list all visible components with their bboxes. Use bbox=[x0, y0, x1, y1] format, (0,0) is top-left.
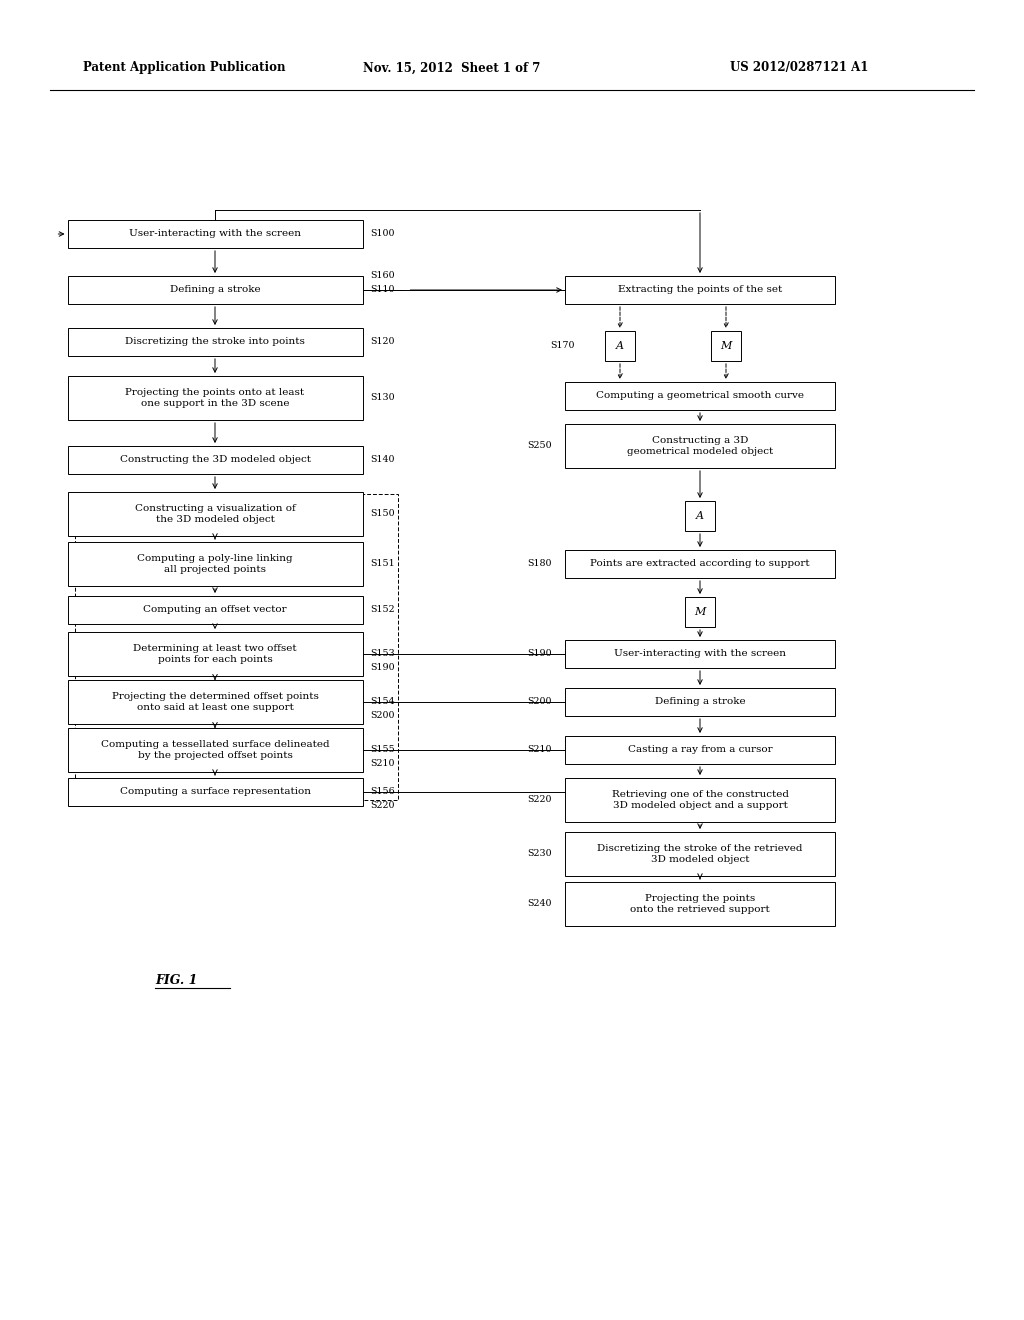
Bar bbox=[685, 597, 715, 627]
Text: Casting a ray from a cursor: Casting a ray from a cursor bbox=[628, 746, 772, 755]
Text: Projecting the points onto at least
one support in the 3D scene: Projecting the points onto at least one … bbox=[125, 388, 304, 408]
Text: Projecting the determined offset points
onto said at least one support: Projecting the determined offset points … bbox=[112, 692, 318, 711]
Bar bbox=[565, 737, 835, 764]
Bar bbox=[68, 446, 362, 474]
Text: S250: S250 bbox=[527, 441, 552, 450]
Bar bbox=[68, 729, 362, 772]
Text: Computing a poly-line linking
all projected points: Computing a poly-line linking all projec… bbox=[137, 554, 293, 574]
Bar bbox=[685, 502, 715, 531]
Bar bbox=[68, 276, 362, 304]
Text: S100: S100 bbox=[371, 230, 395, 239]
Text: Defining a stroke: Defining a stroke bbox=[170, 285, 260, 294]
Bar bbox=[68, 492, 362, 536]
Text: Retrieving one of the constructed
3D modeled object and a support: Retrieving one of the constructed 3D mod… bbox=[611, 789, 788, 810]
Text: Extracting the points of the set: Extracting the points of the set bbox=[617, 285, 782, 294]
Text: Points are extracted according to support: Points are extracted according to suppor… bbox=[590, 560, 810, 569]
Text: S151: S151 bbox=[371, 560, 395, 569]
Text: S210: S210 bbox=[527, 746, 552, 755]
Text: S210: S210 bbox=[371, 759, 395, 767]
Text: Computing a surface representation: Computing a surface representation bbox=[120, 788, 310, 796]
Bar bbox=[711, 331, 741, 360]
Text: M: M bbox=[720, 341, 732, 351]
Text: Discretizing the stroke into points: Discretizing the stroke into points bbox=[125, 338, 305, 346]
Text: Constructing a 3D
geometrical modeled object: Constructing a 3D geometrical modeled ob… bbox=[627, 436, 773, 455]
Text: S152: S152 bbox=[371, 606, 395, 615]
Bar bbox=[68, 543, 362, 586]
Text: Patent Application Publication: Patent Application Publication bbox=[83, 62, 286, 74]
Text: Computing a geometrical smooth curve: Computing a geometrical smooth curve bbox=[596, 392, 804, 400]
Text: User-interacting with the screen: User-interacting with the screen bbox=[129, 230, 301, 239]
Text: S220: S220 bbox=[371, 800, 395, 809]
Bar bbox=[68, 632, 362, 676]
Text: Computing an offset vector: Computing an offset vector bbox=[143, 606, 287, 615]
Bar bbox=[565, 424, 835, 469]
Text: Nov. 15, 2012  Sheet 1 of 7: Nov. 15, 2012 Sheet 1 of 7 bbox=[362, 62, 541, 74]
Text: FIG. 1: FIG. 1 bbox=[155, 974, 198, 986]
Bar bbox=[68, 220, 362, 248]
Text: S160: S160 bbox=[371, 272, 395, 281]
Bar bbox=[68, 376, 362, 420]
Text: S200: S200 bbox=[527, 697, 552, 706]
Bar bbox=[68, 680, 362, 723]
Text: Computing a tessellated surface delineated
by the projected offset points: Computing a tessellated surface delineat… bbox=[100, 741, 330, 760]
Text: S120: S120 bbox=[371, 338, 395, 346]
Text: S240: S240 bbox=[527, 899, 552, 908]
Text: Constructing a visualization of
the 3D modeled object: Constructing a visualization of the 3D m… bbox=[134, 504, 295, 524]
Text: S180: S180 bbox=[527, 560, 552, 569]
Bar bbox=[68, 327, 362, 356]
Text: US 2012/0287121 A1: US 2012/0287121 A1 bbox=[730, 62, 868, 74]
Bar bbox=[565, 832, 835, 876]
Text: S150: S150 bbox=[371, 510, 395, 519]
Bar bbox=[565, 381, 835, 411]
Bar bbox=[68, 777, 362, 807]
Bar bbox=[565, 777, 835, 822]
Text: S200: S200 bbox=[371, 710, 395, 719]
Text: S170: S170 bbox=[550, 342, 574, 351]
Text: S190: S190 bbox=[371, 663, 395, 672]
Text: S140: S140 bbox=[371, 455, 395, 465]
Text: M: M bbox=[694, 607, 706, 616]
Text: A: A bbox=[616, 341, 624, 351]
Text: A: A bbox=[696, 511, 705, 521]
Bar bbox=[75, 494, 398, 800]
Bar bbox=[565, 688, 835, 715]
Text: S130: S130 bbox=[371, 393, 395, 403]
Text: Determining at least two offset
points for each points: Determining at least two offset points f… bbox=[133, 644, 297, 664]
Bar bbox=[565, 640, 835, 668]
Text: Constructing the 3D modeled object: Constructing the 3D modeled object bbox=[120, 455, 310, 465]
Text: User-interacting with the screen: User-interacting with the screen bbox=[614, 649, 786, 659]
Text: Defining a stroke: Defining a stroke bbox=[654, 697, 745, 706]
Text: Projecting the points
onto the retrieved support: Projecting the points onto the retrieved… bbox=[630, 894, 770, 913]
Bar bbox=[565, 882, 835, 927]
Text: S156: S156 bbox=[371, 788, 395, 796]
Text: S155: S155 bbox=[371, 746, 395, 755]
Bar bbox=[565, 276, 835, 304]
Text: S190: S190 bbox=[527, 649, 552, 659]
Text: Discretizing the stroke of the retrieved
3D modeled object: Discretizing the stroke of the retrieved… bbox=[597, 843, 803, 865]
Text: S154: S154 bbox=[371, 697, 395, 706]
Bar bbox=[68, 597, 362, 624]
Text: S230: S230 bbox=[527, 850, 552, 858]
Text: S220: S220 bbox=[527, 796, 552, 804]
Text: S153: S153 bbox=[371, 649, 395, 659]
Bar bbox=[565, 550, 835, 578]
Text: S110: S110 bbox=[371, 285, 395, 294]
Bar bbox=[605, 331, 635, 360]
